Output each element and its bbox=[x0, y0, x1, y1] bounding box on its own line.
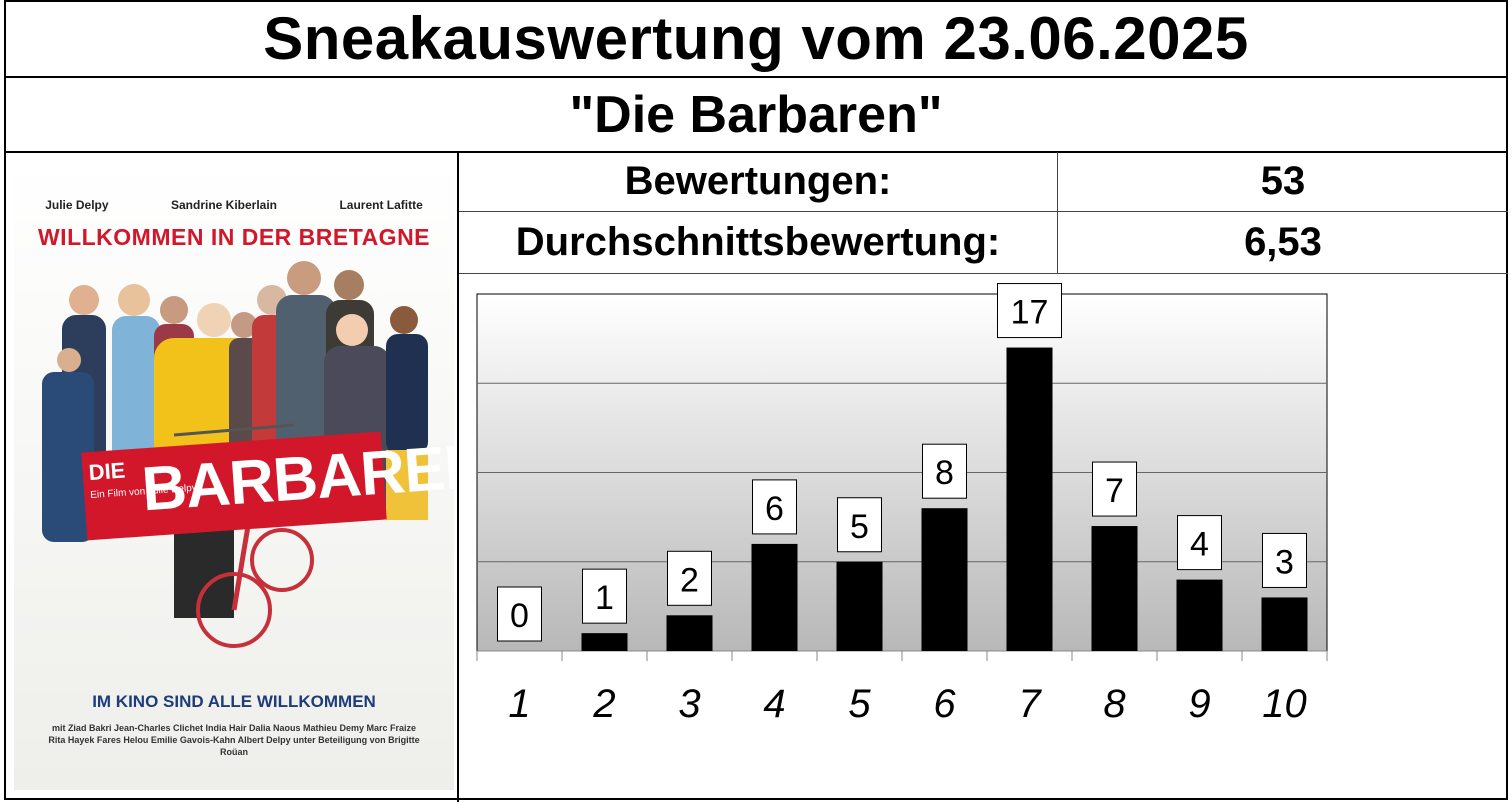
data-label: 7 bbox=[1105, 472, 1124, 510]
cast-name: Laurent Lafitte bbox=[339, 198, 423, 212]
bar bbox=[581, 633, 628, 651]
x-tick-label: 8 bbox=[1103, 682, 1126, 726]
x-tick-label: 9 bbox=[1188, 682, 1210, 726]
data-label: 1 bbox=[595, 579, 614, 617]
data-label-box bbox=[1262, 532, 1307, 588]
x-tick-label: 2 bbox=[592, 682, 615, 726]
data-label-box bbox=[837, 497, 882, 553]
cast-name: Julie Delpy bbox=[45, 198, 109, 212]
x-tick-label: 5 bbox=[848, 682, 871, 726]
movie-poster: Julie Delpy Sandrine Kiberlain Laurent L… bbox=[14, 160, 454, 790]
poster-bottom-tagline: IM KINO SIND ALLE WILLKOMMEN bbox=[92, 692, 376, 711]
page-title: Sneakauswertung vom 23.06.2025 bbox=[4, 0, 1508, 78]
data-label: 6 bbox=[765, 490, 784, 528]
bar bbox=[1176, 579, 1223, 651]
bar bbox=[1091, 526, 1138, 651]
stats-row-ratings: Bewertungen: 53 bbox=[459, 152, 1508, 212]
rating-chart-area: 0 1 1 2 2 3 6 4 5 5 8 6 17 7 7 8 4 9 3 10 bbox=[459, 274, 1508, 800]
x-tick-label: 3 bbox=[678, 682, 700, 726]
x-tick-label: 7 bbox=[1018, 682, 1042, 726]
data-label-box bbox=[997, 283, 1062, 339]
stats-row-average: Durchschnittsbewertung: 6,53 bbox=[459, 212, 1508, 274]
x-tick-label: 6 bbox=[933, 682, 956, 726]
data-label: 8 bbox=[935, 454, 954, 492]
poster-title-die: DIE bbox=[87, 457, 127, 486]
bar bbox=[751, 543, 798, 651]
rating-bar-chart: 0 1 1 2 2 3 6 4 5 5 8 6 17 7 7 8 4 9 3 10 bbox=[476, 283, 1328, 726]
data-label: 3 bbox=[1275, 543, 1294, 581]
table-frame bbox=[4, 0, 1508, 800]
data-label-box bbox=[667, 550, 712, 606]
bar bbox=[1006, 347, 1053, 651]
poster-cast: Julie Delpy Sandrine Kiberlain Laurent L… bbox=[14, 198, 454, 212]
bar bbox=[836, 561, 883, 651]
data-label-box bbox=[922, 443, 967, 499]
average-label: Durchschnittsbewertung: bbox=[459, 212, 1058, 273]
data-label: 17 bbox=[1011, 294, 1049, 332]
data-label: 0 bbox=[510, 597, 529, 635]
data-label: 2 bbox=[680, 561, 699, 599]
bar bbox=[921, 508, 968, 651]
data-label: 4 bbox=[1190, 526, 1209, 564]
bar bbox=[1261, 597, 1308, 651]
average-value: 6,53 bbox=[1244, 220, 1322, 264]
data-label-box bbox=[752, 479, 797, 535]
cast-name: Sandrine Kiberlain bbox=[170, 198, 278, 212]
poster-divider bbox=[457, 152, 459, 802]
data-label-box bbox=[497, 586, 542, 642]
movie-title: "Die Barbaren" bbox=[4, 78, 1508, 153]
data-label-box bbox=[582, 568, 627, 624]
data-label-box bbox=[1177, 515, 1222, 571]
data-label-box bbox=[1092, 461, 1137, 517]
x-tick-label: 1 bbox=[508, 682, 530, 726]
x-tick-label: 10 bbox=[1262, 682, 1307, 726]
bar bbox=[666, 615, 713, 651]
ratings-label: Bewertungen: bbox=[459, 152, 1058, 211]
x-tick-label: 4 bbox=[763, 682, 785, 726]
poster-tagline: WILLKOMMEN IN DER BRETAGNE bbox=[37, 224, 431, 250]
poster-credits: mit Ziad Bakri Jean-Charles Clichet Indi… bbox=[48, 723, 420, 757]
ratings-value: 53 bbox=[1260, 159, 1306, 203]
data-label: 5 bbox=[850, 508, 869, 546]
